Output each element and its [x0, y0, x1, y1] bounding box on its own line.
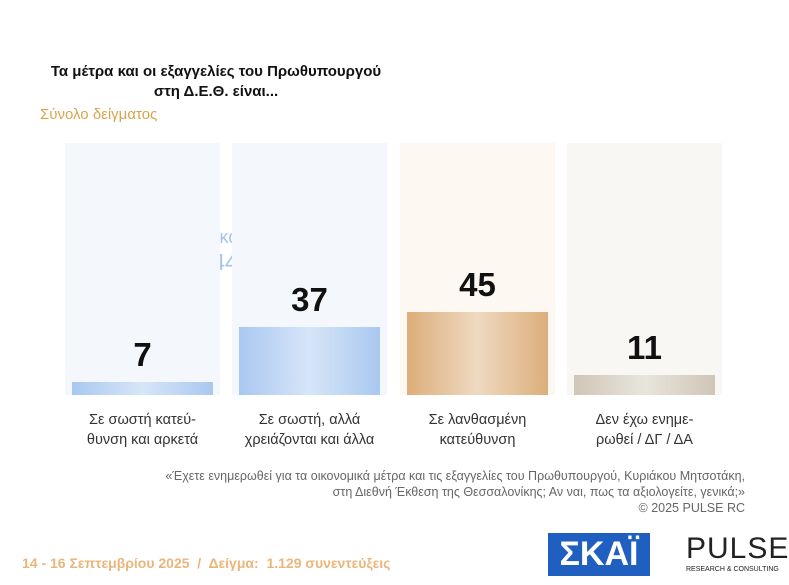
value-label: 45	[459, 266, 496, 304]
pulse-logo: PULSE	[686, 532, 789, 565]
category-label: Σε σωστή, αλλά χρειάζονται και άλλα	[244, 412, 375, 448]
category-label: Σε λανθασμένη κατεύθυνση	[428, 412, 527, 448]
value-label: 11	[627, 328, 662, 366]
category-label: Σε σωστή κατεύ- θυνση και αρκετά	[86, 412, 199, 448]
pulse-logo-sub: RESEARCH & CONSULTING	[686, 566, 779, 573]
footer: 14 - 16 Σεπτεμβρίου 2025 / Δείγμα: 1.129…	[22, 555, 391, 571]
chart-title: Τα μέτρα και οι εξαγγελίες του Πρωθυπουρ…	[50, 63, 382, 100]
column-bg	[65, 143, 220, 395]
bar	[72, 382, 213, 395]
category-label: Δεν έχω ενημε- ρωθεί / ΔΓ / ΔΑ	[595, 412, 694, 448]
value-label: 7	[133, 336, 152, 374]
bar	[239, 326, 380, 395]
value-label: 37	[291, 280, 328, 318]
subtitle: Σύνολο δείγματος	[40, 106, 158, 123]
skai-logo: ΣΚΑΪ	[548, 533, 650, 576]
bar	[574, 374, 715, 395]
bar	[407, 312, 548, 395]
column-bg	[567, 143, 722, 395]
question-note: «Έχετε ενημερωθεί για τα οικονομικά μέτρ…	[165, 469, 745, 515]
